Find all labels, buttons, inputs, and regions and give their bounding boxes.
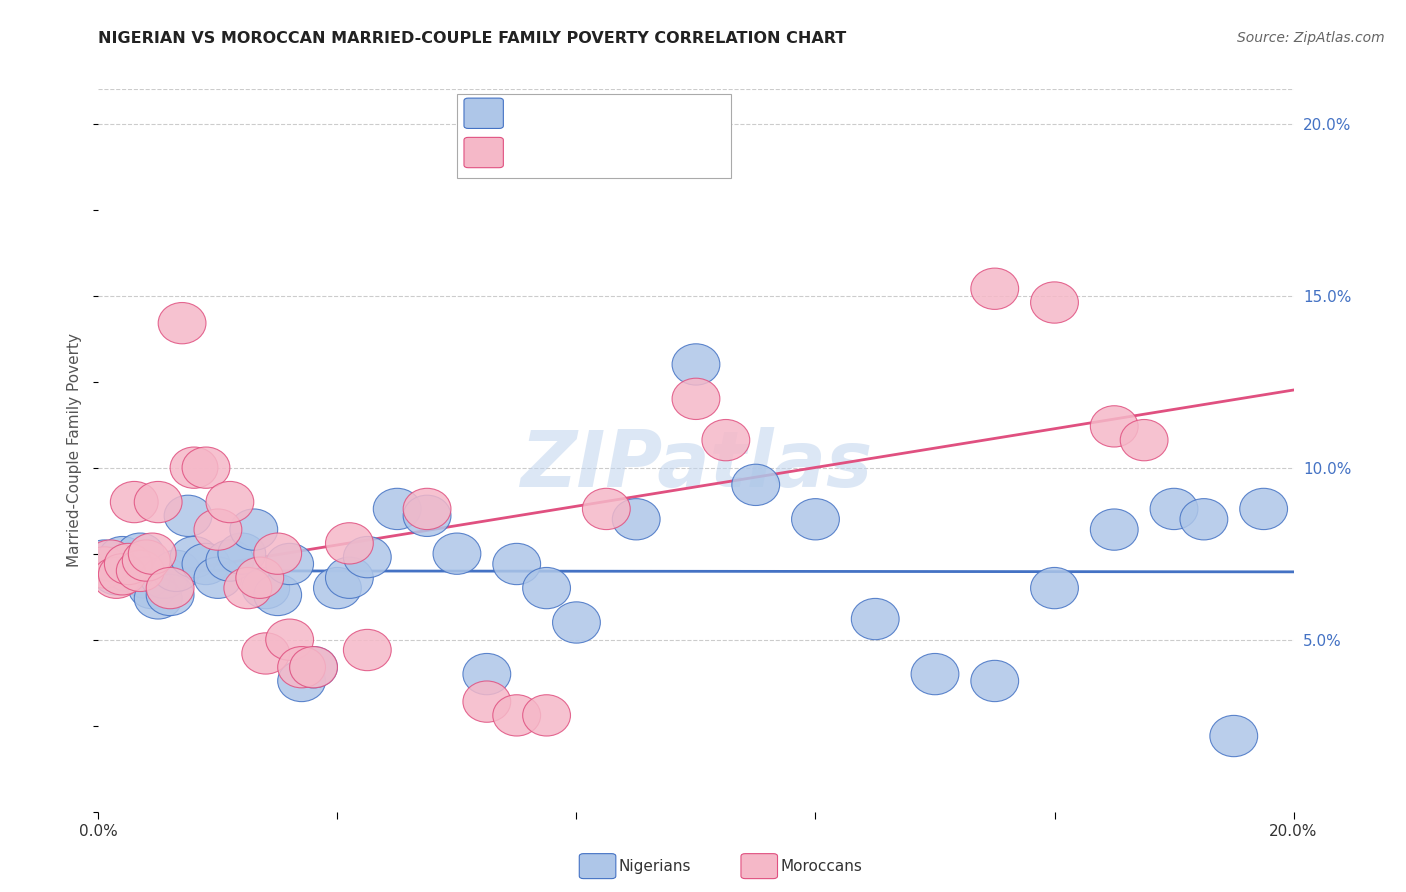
Ellipse shape xyxy=(1150,488,1198,530)
Ellipse shape xyxy=(343,536,391,578)
Ellipse shape xyxy=(111,543,159,584)
Ellipse shape xyxy=(152,550,200,591)
Text: Moroccans: Moroccans xyxy=(780,859,862,873)
Text: 0.180: 0.180 xyxy=(544,104,602,122)
Ellipse shape xyxy=(290,647,337,688)
Ellipse shape xyxy=(128,533,176,574)
Ellipse shape xyxy=(104,550,152,591)
Ellipse shape xyxy=(207,540,254,582)
Text: NIGERIAN VS MOROCCAN MARRIED-COUPLE FAMILY POVERTY CORRELATION CHART: NIGERIAN VS MOROCCAN MARRIED-COUPLE FAMI… xyxy=(98,31,846,46)
Text: N =: N = xyxy=(605,104,644,122)
Ellipse shape xyxy=(141,558,188,599)
Ellipse shape xyxy=(1240,488,1288,530)
Text: Nigerians: Nigerians xyxy=(619,859,692,873)
Ellipse shape xyxy=(613,499,661,540)
Ellipse shape xyxy=(146,574,194,615)
Ellipse shape xyxy=(183,447,231,488)
Ellipse shape xyxy=(93,558,141,599)
Text: N =: N = xyxy=(605,144,644,161)
Ellipse shape xyxy=(290,647,337,688)
Ellipse shape xyxy=(314,567,361,608)
Ellipse shape xyxy=(98,536,146,578)
Ellipse shape xyxy=(207,482,254,523)
Ellipse shape xyxy=(218,533,266,574)
Ellipse shape xyxy=(1211,715,1258,756)
Ellipse shape xyxy=(242,567,290,608)
Ellipse shape xyxy=(254,574,302,615)
Ellipse shape xyxy=(1031,282,1078,323)
Ellipse shape xyxy=(582,488,630,530)
Ellipse shape xyxy=(98,554,146,595)
Ellipse shape xyxy=(792,499,839,540)
Text: 48: 48 xyxy=(640,104,665,122)
Ellipse shape xyxy=(224,567,271,608)
Ellipse shape xyxy=(278,647,326,688)
Ellipse shape xyxy=(672,343,720,385)
Ellipse shape xyxy=(194,509,242,550)
Ellipse shape xyxy=(672,378,720,419)
Ellipse shape xyxy=(266,619,314,660)
Text: R =: R = xyxy=(508,104,547,122)
Ellipse shape xyxy=(494,695,541,736)
Ellipse shape xyxy=(236,558,284,599)
Ellipse shape xyxy=(183,543,231,584)
Ellipse shape xyxy=(122,558,170,599)
Ellipse shape xyxy=(374,488,422,530)
Ellipse shape xyxy=(553,602,600,643)
Ellipse shape xyxy=(93,554,141,595)
Ellipse shape xyxy=(242,632,290,674)
Ellipse shape xyxy=(266,543,314,584)
Ellipse shape xyxy=(1121,419,1168,461)
Ellipse shape xyxy=(733,464,780,506)
Ellipse shape xyxy=(87,540,135,582)
Ellipse shape xyxy=(159,302,207,343)
Ellipse shape xyxy=(122,540,170,582)
Text: 36: 36 xyxy=(640,144,665,161)
Ellipse shape xyxy=(128,567,176,608)
Ellipse shape xyxy=(970,660,1019,702)
Ellipse shape xyxy=(231,509,278,550)
Ellipse shape xyxy=(194,558,242,599)
Ellipse shape xyxy=(135,578,183,619)
Ellipse shape xyxy=(404,495,451,536)
Ellipse shape xyxy=(326,558,374,599)
Ellipse shape xyxy=(117,533,165,574)
Ellipse shape xyxy=(1091,509,1139,550)
Ellipse shape xyxy=(165,495,212,536)
Text: 0.381: 0.381 xyxy=(544,144,602,161)
Ellipse shape xyxy=(1180,499,1227,540)
Ellipse shape xyxy=(104,543,152,584)
Ellipse shape xyxy=(463,681,510,723)
Ellipse shape xyxy=(970,268,1019,310)
Ellipse shape xyxy=(146,567,194,608)
Ellipse shape xyxy=(404,488,451,530)
Ellipse shape xyxy=(87,547,135,588)
Ellipse shape xyxy=(80,547,128,588)
Text: Source: ZipAtlas.com: Source: ZipAtlas.com xyxy=(1237,31,1385,45)
Ellipse shape xyxy=(135,482,183,523)
Ellipse shape xyxy=(463,654,510,695)
Y-axis label: Married-Couple Family Poverty: Married-Couple Family Poverty xyxy=(67,334,83,567)
Ellipse shape xyxy=(254,533,302,574)
Text: ZIPatlas: ZIPatlas xyxy=(520,427,872,503)
Ellipse shape xyxy=(523,567,571,608)
Ellipse shape xyxy=(80,540,128,582)
Ellipse shape xyxy=(343,630,391,671)
Ellipse shape xyxy=(117,550,165,591)
Text: R =: R = xyxy=(508,144,547,161)
Ellipse shape xyxy=(523,695,571,736)
Ellipse shape xyxy=(326,523,374,564)
Ellipse shape xyxy=(170,536,218,578)
Ellipse shape xyxy=(852,599,900,640)
Ellipse shape xyxy=(433,533,481,574)
Ellipse shape xyxy=(702,419,749,461)
Ellipse shape xyxy=(170,447,218,488)
Ellipse shape xyxy=(111,482,159,523)
Ellipse shape xyxy=(1031,567,1078,608)
Ellipse shape xyxy=(494,543,541,584)
Ellipse shape xyxy=(278,660,326,702)
Ellipse shape xyxy=(1091,406,1139,447)
Ellipse shape xyxy=(911,654,959,695)
